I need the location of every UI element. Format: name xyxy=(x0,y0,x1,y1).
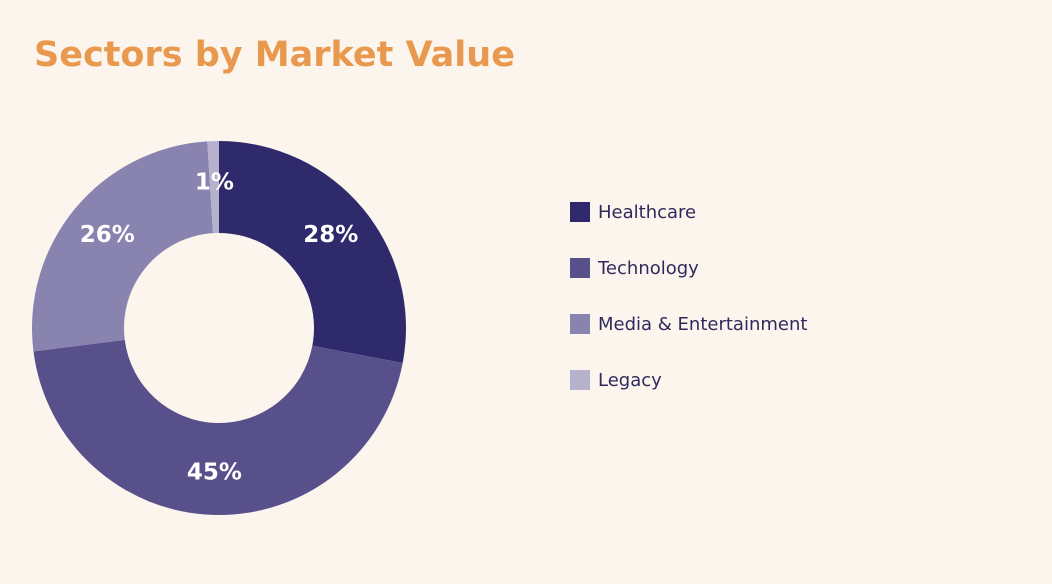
legend-label: Healthcare xyxy=(598,202,696,223)
legend-label: Legacy xyxy=(598,370,662,391)
value-label: 28% xyxy=(303,222,358,248)
legend-swatch xyxy=(570,314,590,334)
donut-slice xyxy=(33,339,403,515)
donut-slice xyxy=(219,141,406,364)
value-label: 26% xyxy=(80,222,135,248)
chart-title: Sectors by Market Value xyxy=(34,35,515,75)
donut-slice xyxy=(207,141,219,234)
legend-swatch xyxy=(570,370,590,390)
legend-label: Technology xyxy=(597,258,699,279)
value-label: 1% xyxy=(195,170,234,196)
legend-swatch xyxy=(570,202,590,222)
legend-swatch xyxy=(570,258,590,278)
legend-label: Media & Entertainment xyxy=(598,314,807,335)
value-label: 45% xyxy=(187,459,242,485)
donut-slice xyxy=(31,141,214,352)
